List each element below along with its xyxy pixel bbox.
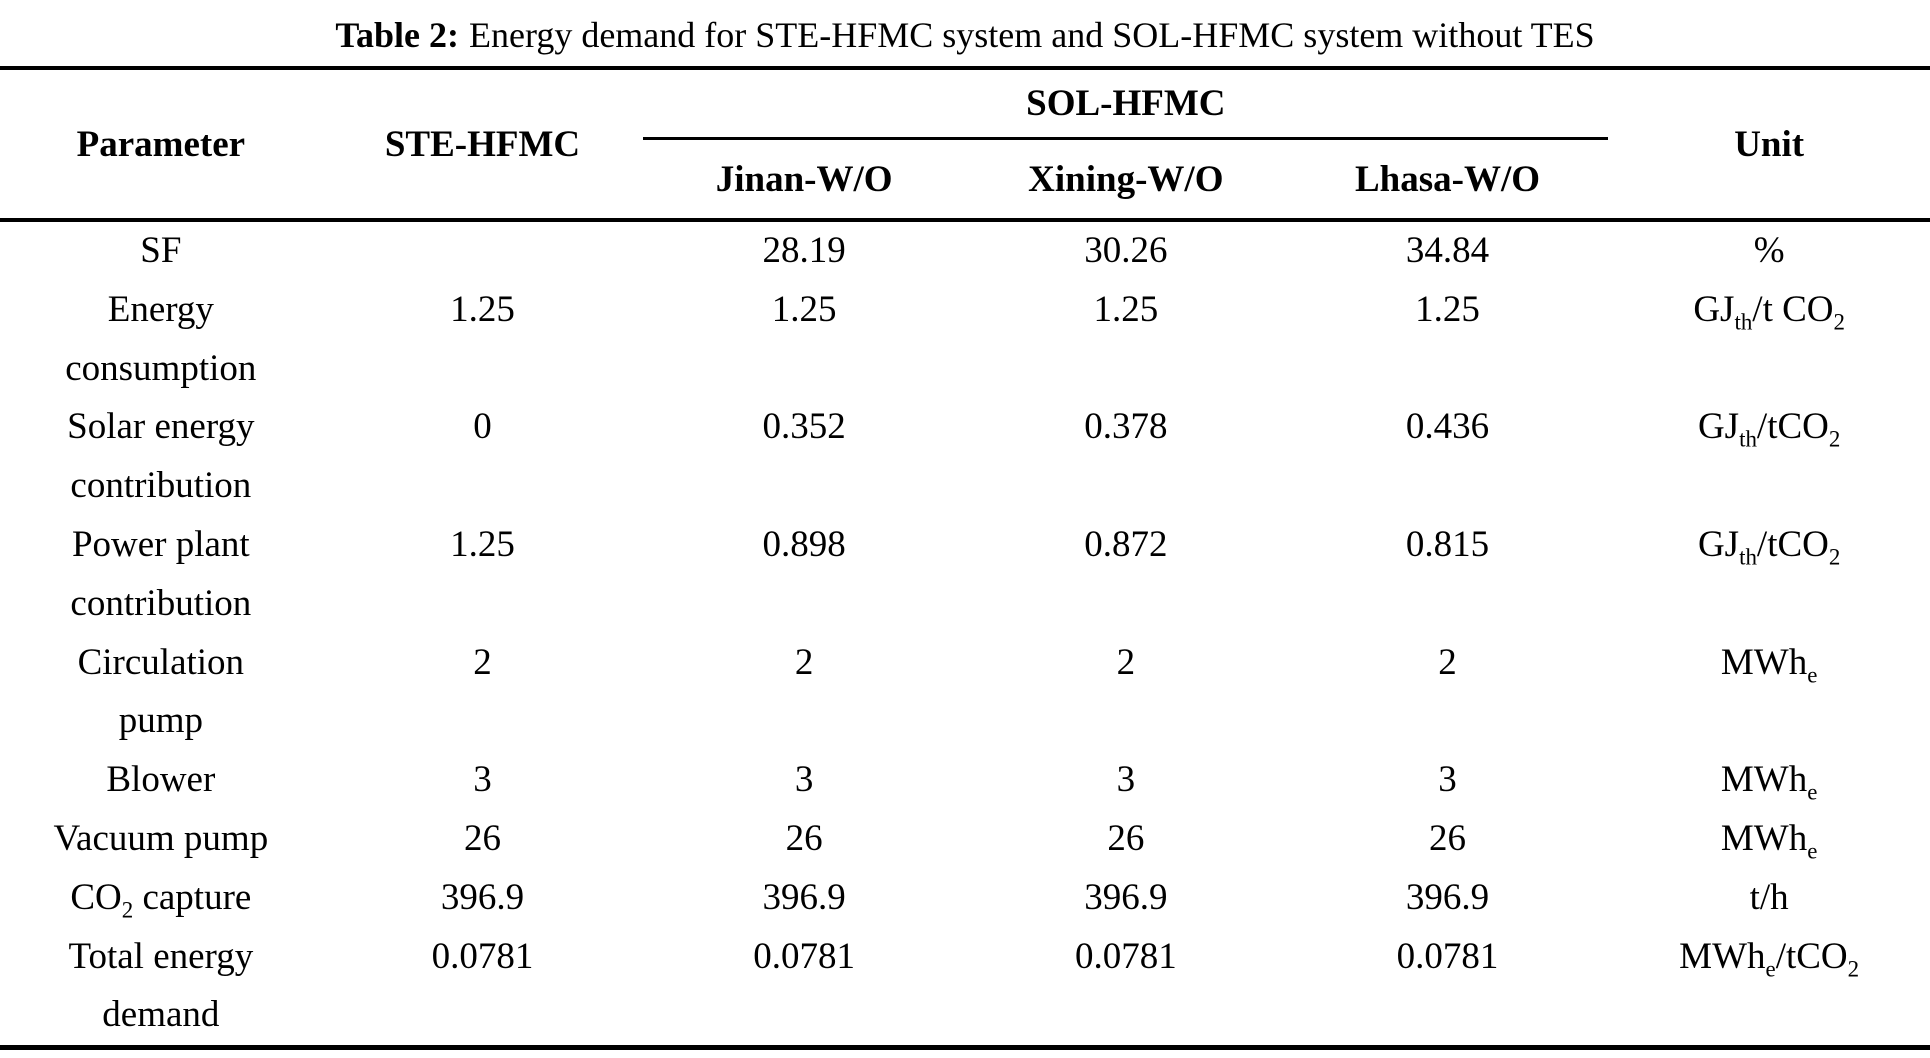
table-top-rule [0, 66, 1930, 70]
ste-hfmc-value-cell: 1.25 [450, 288, 515, 330]
col-header-unit: Unit [1734, 123, 1805, 165]
unit-cell: MWhe/tCO2 [1679, 935, 1860, 981]
ste-hfmc-value-cell [322, 222, 644, 281]
jinan-value-cell: 0.0781 [753, 935, 856, 977]
unit-cell: t/h [1749, 876, 1789, 918]
parameter-cell: Blower [106, 759, 216, 801]
col-header-lhasa-wo: Lhasa-W/O [1354, 158, 1541, 200]
jinan-value-cell: 0.352 [762, 406, 846, 448]
xining-value-cell: 30.26 [1084, 230, 1168, 271]
ste-hfmc-value-cell: 0.0781 [431, 935, 534, 977]
xining-value-cell: 396.9 [1084, 876, 1168, 918]
parameter-cell: Circulation pump [77, 641, 245, 742]
parameter-cell: Solar energy contribution [67, 406, 255, 507]
xining-value-cell: 3 [1116, 759, 1136, 801]
jinan-value-cell: 28.19 [762, 230, 846, 271]
lhasa-value-cell: 0.0781 [1396, 935, 1499, 977]
parameter-cell: Power plant contribution [70, 523, 252, 624]
jinan-value-cell: 2 [794, 641, 814, 683]
xining-value-cell: 0.0781 [1074, 935, 1177, 977]
lhasa-value-cell: 0.436 [1405, 406, 1490, 448]
table-caption: Table 2: Energy demand for STE-HFMC syst… [0, 0, 1930, 66]
unit-cell: MWhe [1720, 641, 1818, 687]
lhasa-value-cell: 396.9 [1405, 876, 1490, 918]
xining-value-cell: 2 [1116, 641, 1136, 683]
jinan-value-cell: 26 [785, 817, 823, 859]
unit-cell: GJth/t CO2 [1693, 288, 1845, 335]
xining-value-cell: 0.872 [1084, 523, 1168, 565]
table-caption-label: Table 2: [335, 15, 460, 55]
ste-hfmc-value-cell: 2 [473, 641, 492, 683]
ste-hfmc-value-cell: 1.25 [450, 523, 515, 565]
table-bottom-rule [0, 1045, 1930, 1051]
col-header-ste-hfmc: STE-HFMC [384, 123, 581, 165]
unit-cell: MWhe [1720, 759, 1818, 805]
lhasa-value-cell: 34.84 [1405, 230, 1490, 271]
col-header-jinan-wo: Jinan-W/O [715, 158, 893, 200]
lhasa-value-cell: 0.815 [1405, 523, 1490, 565]
table-header-rule [0, 218, 1930, 222]
ste-hfmc-value-cell: 3 [473, 759, 492, 801]
xining-value-cell: 26 [1107, 817, 1145, 859]
unit-cell: GJth/tCO2 [1697, 523, 1841, 570]
parameter-cell: Energy consumption [65, 288, 257, 389]
jinan-value-cell: 396.9 [762, 876, 846, 918]
col-group-header-sol-hfmc: SOL-HFMC [1026, 83, 1226, 124]
unit-cell: GJth/tCO2 [1697, 406, 1841, 452]
ste-hfmc-value-cell: 396.9 [440, 876, 525, 918]
unit-cell: % [1753, 230, 1785, 271]
lhasa-value-cell: 26 [1428, 817, 1466, 859]
parameter-cell: CO2 capture [70, 876, 252, 923]
col-header-parameter: Parameter [76, 123, 246, 165]
parameter-cell: Total energy demand [68, 935, 254, 1036]
unit-cell: MWhe [1720, 817, 1818, 864]
lhasa-value-cell: 2 [1438, 641, 1457, 683]
table-caption-text: Energy demand for STE-HFMC system and SO… [469, 15, 1595, 55]
xining-value-cell: 0.378 [1084, 406, 1168, 448]
col-header-xining-wo: Xining-W/O [1028, 158, 1224, 200]
lhasa-value-cell: 3 [1438, 759, 1457, 801]
parameter-cell: SF [140, 230, 182, 271]
jinan-value-cell: 0.898 [762, 523, 846, 565]
lhasa-value-cell: 1.25 [1415, 288, 1480, 330]
energy-demand-table: Parameter STE-HFMC SOL-HFMC Jinan-W/O Xi… [0, 70, 1930, 1045]
xining-value-cell: 1.25 [1093, 288, 1159, 330]
parameter-cell: Vacuum pump [53, 817, 269, 859]
ste-hfmc-value-cell: 0 [473, 406, 492, 448]
ste-hfmc-value-cell: 26 [463, 817, 501, 859]
jinan-value-cell: 1.25 [771, 288, 837, 330]
sol-hfmc-group-rule [643, 137, 1609, 140]
jinan-value-cell: 3 [794, 759, 814, 801]
